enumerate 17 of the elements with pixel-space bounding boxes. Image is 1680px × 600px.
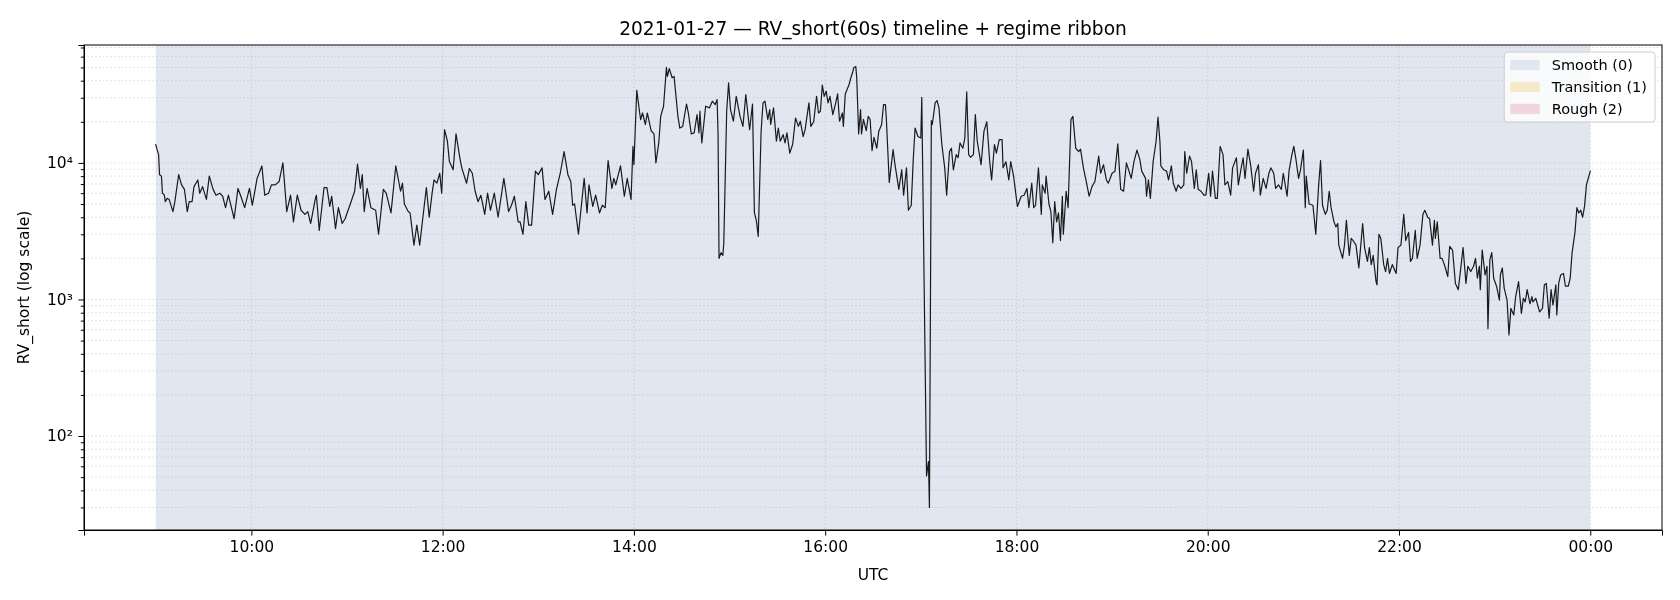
legend-label: Rough (2) xyxy=(1551,101,1623,118)
x-tick-label: 22:00 xyxy=(1377,538,1422,557)
y-tick-label: 10² xyxy=(46,427,73,446)
x-tick-label: 18:00 xyxy=(994,538,1040,557)
x-tick-label: 20:00 xyxy=(1185,538,1231,557)
band-label: Smooth (0) xyxy=(1551,57,1633,74)
x-axis-title: UTC xyxy=(857,566,889,584)
x-tick-label: 14:00 xyxy=(612,538,657,557)
y-axis-title: RV_short (log scale) xyxy=(15,210,34,365)
y-tick-label: 10⁴ xyxy=(46,154,73,173)
x-tick-label: 16:00 xyxy=(803,538,849,557)
x-tick-label: 12:00 xyxy=(420,538,466,557)
x-tick-label: 10:00 xyxy=(229,538,275,557)
x-tick-label: 00:00 xyxy=(1568,538,1614,557)
y-tick-label: 10³ xyxy=(46,290,73,309)
chart-title: 2021-01-27 — RV_short(60s) timeline + regime ribbon xyxy=(619,17,1127,40)
legend-label: Transition (1) xyxy=(1550,79,1647,96)
